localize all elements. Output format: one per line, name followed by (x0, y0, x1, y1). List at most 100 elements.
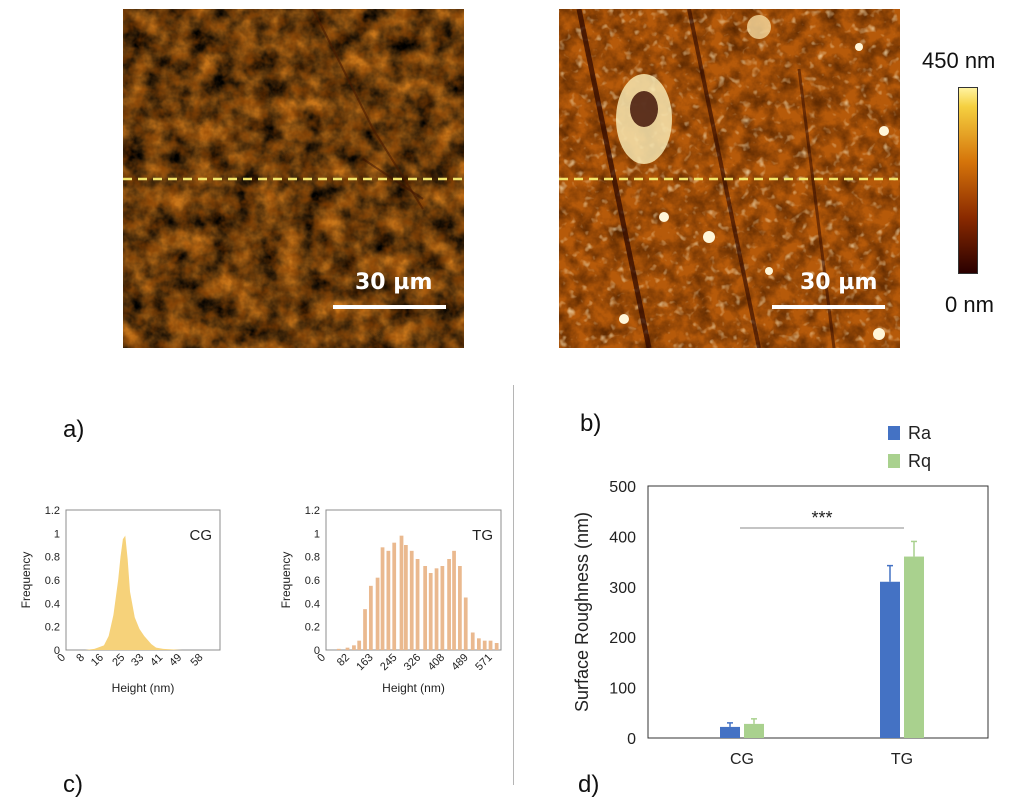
histogram-bar (336, 648, 341, 650)
roughness-chart: 0 100 200 300 400 500 Surface Roughness (nm) CG… (572, 423, 989, 768)
scale-bar-tg (772, 305, 885, 309)
afm-image-cg (123, 9, 464, 348)
y-tick-label: 1 (314, 528, 320, 540)
x-tick-label: 49 (167, 652, 184, 669)
x-tick-label: 0 (315, 652, 328, 665)
afm-image-tg (559, 9, 900, 348)
legend-swatch-rq (888, 454, 900, 468)
histogram-bar (415, 559, 420, 650)
x-tick-label: 0 (55, 652, 68, 665)
histogram-bar (470, 632, 475, 650)
x-axis-label: Height (nm) (382, 681, 445, 695)
histogram-bar (345, 647, 350, 650)
histogram-bar (434, 568, 439, 650)
histogram-bar (368, 585, 373, 650)
x-tick-label: 163 (354, 652, 375, 673)
y-tick-label: 0 (314, 645, 320, 657)
x-tick-label: 408 (426, 652, 447, 673)
y-tick-label: 0.4 (305, 598, 320, 610)
y-tick-label: 0.8 (305, 552, 320, 564)
histogram-bar (494, 643, 499, 650)
y-tick-label: 0.2 (305, 622, 320, 634)
colorbar-min-label: 0 nm (945, 292, 994, 317)
histogram-bar (463, 597, 468, 650)
y-tick-label: 0.4 (45, 598, 60, 610)
histogram-bar (409, 550, 414, 650)
histogram-bar (404, 545, 408, 650)
histogram-bar (357, 640, 362, 650)
panel-divider (513, 385, 514, 785)
bar-rq (904, 556, 924, 738)
scale-label-cg: 30 µm (355, 270, 433, 295)
histogram-bar (399, 535, 404, 650)
x-tick-label: 245 (378, 652, 399, 673)
x-tick-label: 326 (402, 652, 423, 673)
x-tick-label: 82 (335, 652, 352, 669)
x-tick-label: 489 (449, 652, 470, 673)
y-tick-label: 0.2 (45, 622, 60, 634)
y-tick-label: 200 (609, 630, 636, 647)
y-tick-label: 1.2 (305, 505, 320, 517)
y-tick-label: 0 (627, 731, 636, 748)
bar-rq (744, 723, 764, 738)
plot-frame (647, 485, 989, 739)
histogram-bar (452, 550, 456, 650)
histogram-bar (380, 547, 385, 650)
y-tick-label: 500 (609, 479, 636, 496)
bar-ra (720, 726, 740, 738)
histogram-bar (440, 566, 445, 650)
x-tick-label: 25 (110, 652, 127, 669)
histogram-bar (428, 573, 433, 650)
y-tick-label: 0.6 (45, 575, 60, 587)
y-tick-label: 300 (609, 580, 636, 597)
x-tick-label: 8 (74, 652, 87, 665)
legend-label-ra: Ra (908, 423, 932, 443)
y-axis-label: Surface Roughness (nm) (572, 512, 592, 712)
y-axis-label: Frequency (279, 552, 293, 609)
panel-label-b: b) (580, 410, 602, 437)
histogram-bar (392, 542, 397, 650)
y-tick-label: 0 (54, 645, 60, 657)
chart-title: TG (472, 527, 493, 544)
scale-bar-cg (333, 305, 446, 309)
panel-label-d: d) (578, 771, 600, 798)
x-tick-label: 33 (129, 652, 146, 669)
bar-ra (880, 581, 900, 738)
legend-label-rq: Rq (908, 451, 931, 471)
y-tick-label: 400 (609, 529, 636, 546)
x-tick-label: 16 (89, 652, 106, 669)
y-tick-label: 1 (54, 528, 60, 540)
histogram-bar (447, 559, 451, 650)
histogram-bar (476, 638, 481, 650)
y-tick-label: 0.8 (45, 552, 60, 564)
y-tick-label: 0.6 (305, 575, 320, 587)
histogram-tg: 0 0.2 0.4 0.6 0.8 1 1.2 0 82 163 245 326 408 489 571 He… (279, 505, 502, 695)
scale-label-tg: 30 µm (800, 270, 878, 295)
histogram-bar (458, 566, 462, 650)
histogram-bar (386, 550, 391, 650)
chart-title: CG (190, 527, 213, 544)
x-axis-label: Height (nm) (112, 681, 175, 695)
colorbar-max-label: 450 nm (922, 48, 996, 73)
histogram-bar (352, 645, 356, 650)
histogram-bar (363, 609, 367, 650)
panel-label-a: a) (63, 416, 85, 443)
panel-label-c: c) (63, 771, 83, 798)
x-tick-label: TG (891, 751, 913, 768)
significance-marker: *** (811, 508, 832, 528)
y-tick-label: 100 (609, 681, 636, 698)
colorbar (958, 87, 978, 274)
histogram-bar (423, 566, 428, 650)
y-axis-label: Frequency (19, 552, 33, 609)
histogram-bar (482, 640, 487, 650)
x-tick-label: CG (730, 751, 754, 768)
histogram-bar (375, 577, 380, 650)
x-tick-label: 571 (473, 652, 494, 673)
legend-swatch-ra (888, 426, 900, 440)
y-tick-label: 1.2 (45, 505, 60, 517)
x-tick-label: 58 (188, 652, 205, 669)
data-area (66, 535, 204, 650)
histogram-bar (488, 640, 493, 650)
x-tick-label: 41 (148, 652, 165, 669)
